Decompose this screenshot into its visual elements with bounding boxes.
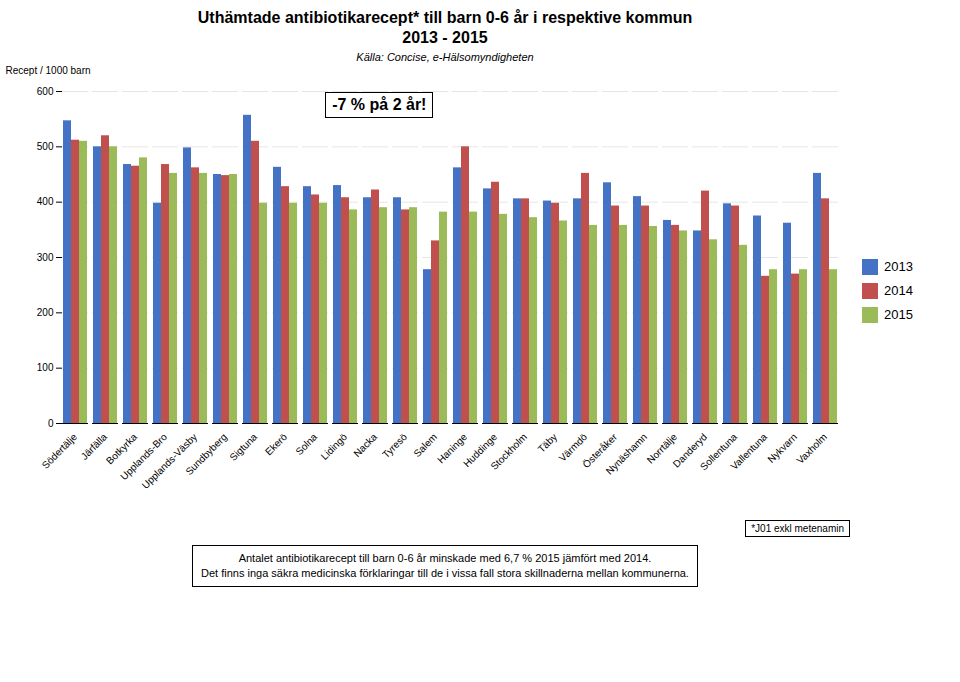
svg-text:Österåker: Österåker xyxy=(580,431,620,471)
svg-text:Danderyd: Danderyd xyxy=(670,431,710,470)
html-text:*J01 exkl metenamin: *J01 exkl metenamin xyxy=(751,523,844,534)
html-text:Uthämtade antibiotikarecept* t: Uthämtade antibiotikarecept* till barn 0… xyxy=(197,9,693,46)
html-text:Antalet antibiotikarecept till: Antalet antibiotikarecept till barn 0-6 … xyxy=(201,552,689,579)
svg-text:Upplands-Väsby: Upplands-Väsby xyxy=(139,431,200,491)
svg-text:Lidingö: Lidingö xyxy=(319,431,350,462)
svg-text:Huddinge: Huddinge xyxy=(461,431,500,470)
svg-text:Upplands-Bro: Upplands-Bro xyxy=(118,431,170,483)
svg-text:400: 400 xyxy=(37,196,54,207)
svg-text:300: 300 xyxy=(37,252,54,263)
svg-text:Stockholm: Stockholm xyxy=(488,431,529,472)
svg-text:Ekerö: Ekerö xyxy=(263,431,290,458)
html-text:2015: 2015 xyxy=(884,307,913,322)
svg-text:Järfälla: Järfälla xyxy=(78,431,110,462)
svg-text:500: 500 xyxy=(37,141,54,152)
html-text:-7 % på 2 år!: -7 % på 2 år! xyxy=(332,95,427,113)
svg-text:Sundbyberg: Sundbyberg xyxy=(183,431,229,477)
svg-text:Botkyrka: Botkyrka xyxy=(103,431,140,467)
svg-text:Norrtälje: Norrtälje xyxy=(644,431,680,466)
svg-text:Sigtuna: Sigtuna xyxy=(227,431,259,463)
svg-text:Salem: Salem xyxy=(411,431,439,459)
svg-text:Solna: Solna xyxy=(293,431,319,457)
svg-text:0: 0 xyxy=(48,418,54,429)
svg-text:Sollentuna: Sollentuna xyxy=(698,431,740,473)
svg-text:Nykvarn: Nykvarn xyxy=(765,431,799,465)
html-text:2014: 2014 xyxy=(884,283,913,298)
svg-text:Nynäshamn: Nynäshamn xyxy=(604,431,650,477)
svg-text:Vaxholm: Vaxholm xyxy=(794,431,829,466)
svg-text:Täby: Täby xyxy=(536,431,560,455)
svg-text:200: 200 xyxy=(37,307,54,318)
svg-text:100: 100 xyxy=(37,362,54,373)
svg-text:Värmdö: Värmdö xyxy=(556,431,590,464)
svg-text:600: 600 xyxy=(37,86,54,97)
svg-text:Vallentuna: Vallentuna xyxy=(728,431,769,472)
svg-text:Recept / 1000 barn: Recept / 1000 barn xyxy=(6,65,91,76)
svg-text:Haninge: Haninge xyxy=(435,431,470,466)
svg-text:Tyresö: Tyresö xyxy=(380,431,409,460)
svg-text:Nacka: Nacka xyxy=(351,431,379,459)
html-text:Källa: Concise, e-Hälsomyndigh: Källa: Concise, e-Hälsomyndigheten xyxy=(356,51,534,63)
svg-text:Södertälje: Södertälje xyxy=(40,431,80,471)
html-text:2013: 2013 xyxy=(884,259,913,274)
